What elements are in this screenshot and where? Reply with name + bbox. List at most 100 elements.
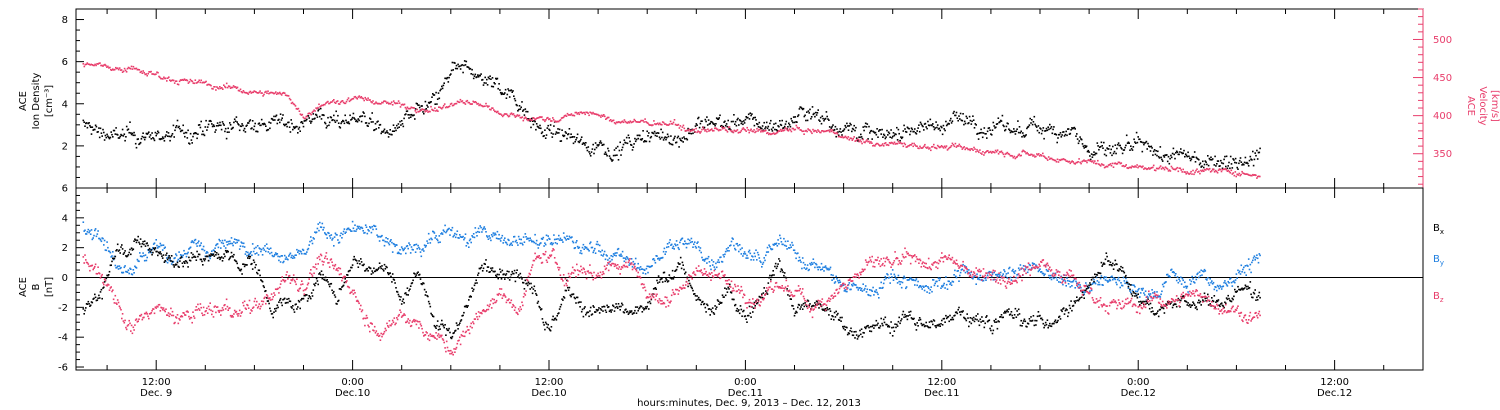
density-point-560	[540, 132, 543, 135]
density-point-1379	[1211, 159, 1213, 161]
density-point-1142	[1017, 120, 1019, 122]
bx-point-173	[224, 255, 226, 258]
by-point-340	[360, 226, 363, 229]
density-point-1266	[1118, 144, 1121, 147]
velocity-point-120	[200, 79, 202, 82]
density-point-1032	[927, 120, 929, 123]
density-point-1273	[1124, 146, 1126, 149]
by-point-27	[104, 249, 107, 251]
bx-point-687	[644, 306, 647, 308]
density-point-8	[89, 124, 91, 127]
velocity-point-749	[818, 130, 820, 132]
by-point-447	[448, 227, 450, 230]
by-point-1080	[966, 270, 968, 272]
by-point-672	[632, 260, 635, 263]
density-point-1101	[983, 127, 986, 129]
bx-point-524	[511, 270, 513, 273]
by-point-1308	[1152, 295, 1155, 298]
bx-point-287	[317, 283, 319, 286]
velocity-point-833	[900, 142, 903, 145]
by-point-1298	[1144, 290, 1147, 292]
by-point-170	[221, 239, 224, 242]
by-point-1053	[944, 287, 946, 289]
by-point-491	[484, 228, 486, 230]
bx-point-519	[507, 277, 509, 279]
density-point-104	[167, 132, 170, 134]
density-point-1216	[1077, 142, 1080, 145]
by-point-1270	[1121, 284, 1124, 287]
density-point-1060	[950, 117, 952, 120]
by-point-747	[693, 241, 696, 243]
by-point-52	[125, 270, 127, 273]
velocity-point-437	[511, 113, 514, 116]
velocity-point-675	[745, 130, 747, 132]
density-point-282	[313, 118, 315, 120]
by-point-175	[225, 241, 228, 243]
velocity-point-913	[979, 149, 981, 151]
bx-point-390	[401, 300, 404, 302]
velocity-point-1156	[1217, 169, 1220, 171]
density-point-764	[707, 119, 710, 121]
by-point-750	[696, 242, 698, 244]
density-point-506	[496, 77, 499, 80]
density-point-446	[447, 81, 450, 83]
density-point-1404	[1231, 167, 1234, 169]
density-point-880	[802, 107, 805, 110]
density-point-774	[715, 117, 718, 119]
density-point-817	[751, 113, 753, 115]
density-tick-label: 8	[62, 15, 68, 26]
velocity-point-495	[568, 114, 571, 116]
density-point-690	[647, 135, 649, 137]
bx-point-658	[621, 302, 623, 305]
bx-point-60	[131, 249, 134, 251]
density-point-175	[225, 137, 228, 140]
velocity-point-406	[481, 105, 483, 107]
velocity-point-917	[983, 154, 985, 156]
density-point-1059	[949, 119, 951, 122]
bx-point-538	[522, 282, 525, 284]
by-point-1125	[1003, 269, 1005, 271]
by-point-699	[654, 262, 657, 264]
by-point-1200	[1064, 280, 1067, 282]
density-point-356	[373, 129, 376, 131]
velocity-point-274	[351, 98, 354, 100]
velocity-point-916	[982, 151, 984, 153]
density-point-173	[224, 130, 226, 133]
by-point-108	[170, 263, 173, 265]
velocity-point-250	[328, 102, 330, 105]
by-point-165	[217, 246, 220, 249]
velocity-point-1094	[1156, 167, 1159, 170]
velocity-point-594	[665, 124, 668, 126]
density-point-1056	[946, 123, 949, 126]
bx-point-477	[472, 288, 475, 291]
by-point-439	[441, 233, 444, 235]
velocity-point-49	[130, 65, 133, 68]
by-point-565	[544, 243, 547, 246]
density-point-1310	[1154, 153, 1157, 156]
by-point-100	[164, 246, 166, 249]
density-point-718	[670, 135, 672, 137]
velocity-point-86	[167, 77, 169, 79]
velocity-point-184	[263, 93, 265, 96]
velocity-point-909	[975, 150, 977, 153]
bx-point-329	[351, 264, 354, 266]
density-point-681	[639, 138, 642, 141]
by-point-188	[236, 241, 238, 244]
density-point-133	[191, 142, 193, 144]
by-point-1377	[1209, 278, 1211, 280]
by-point-1348	[1185, 287, 1188, 289]
velocity-point-851	[918, 147, 920, 150]
by-point-1030	[925, 285, 927, 287]
by-point-1368	[1202, 270, 1204, 272]
velocity-point-496	[569, 114, 572, 116]
density-point-451	[451, 61, 454, 64]
by-point-318	[342, 230, 345, 233]
by-point-319	[343, 228, 346, 230]
by-point-764	[707, 255, 710, 258]
bx-point-523	[510, 273, 513, 276]
density-point-925	[839, 128, 842, 130]
density-point-949	[859, 136, 861, 139]
velocity-point-65	[146, 74, 148, 77]
density-point-1004	[904, 128, 906, 130]
velocity-point-1192	[1253, 174, 1255, 176]
